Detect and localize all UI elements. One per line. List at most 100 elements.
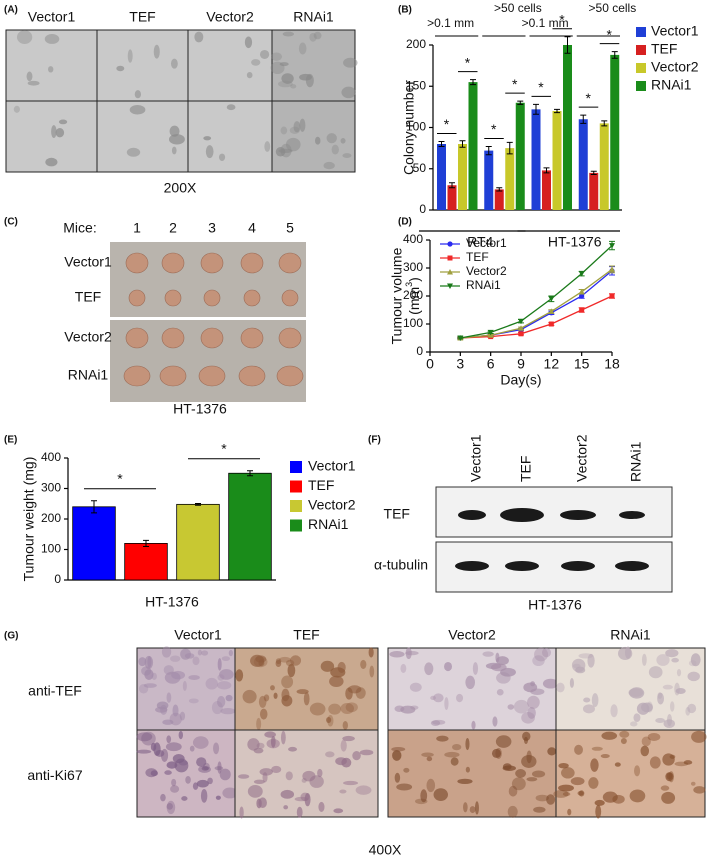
photo-texture — [188, 675, 200, 680]
photo-texture — [533, 806, 546, 813]
photo-texture — [495, 735, 512, 748]
photo — [187, 100, 273, 173]
marker — [487, 329, 494, 336]
photo-texture — [251, 59, 261, 66]
photo-texture — [323, 161, 335, 170]
tumour — [128, 289, 146, 307]
significance-mark: * — [586, 90, 592, 106]
significance-mark: * — [117, 470, 123, 486]
photo-texture — [687, 671, 700, 682]
photo-texture — [333, 808, 344, 814]
photo-texture — [150, 742, 157, 752]
significance-mark: * — [512, 76, 518, 92]
significance-mark: * — [607, 26, 613, 42]
bar — [552, 111, 562, 210]
photo-texture — [188, 698, 199, 704]
photo-texture — [612, 794, 625, 804]
photo-texture — [433, 693, 444, 703]
photo-texture — [553, 789, 569, 798]
photo-texture — [225, 694, 233, 702]
column-label: Vector1 — [174, 627, 222, 643]
photo-texture — [290, 655, 302, 666]
tumour — [198, 365, 226, 387]
photo-texture — [320, 660, 335, 672]
mouse-number: 5 — [286, 220, 294, 236]
photo-texture — [181, 796, 188, 801]
photo-texture — [250, 654, 265, 667]
tumour — [240, 327, 264, 349]
photo-texture — [163, 665, 174, 675]
photo-texture — [165, 742, 182, 752]
photo-texture — [471, 720, 476, 730]
photo-texture — [242, 689, 257, 704]
photo-texture — [614, 762, 621, 767]
photo-texture — [396, 783, 413, 791]
photo-texture — [253, 656, 268, 668]
photo-texture — [205, 145, 214, 159]
photo-texture — [342, 721, 348, 730]
row-label: RNAi1 — [68, 367, 109, 383]
photo-texture — [247, 785, 263, 798]
photo-texture — [430, 720, 441, 726]
row-label: Vector1 — [64, 254, 112, 270]
bar — [468, 82, 478, 210]
photo-texture — [281, 675, 294, 689]
photo-texture — [253, 747, 264, 754]
photo — [555, 729, 706, 818]
photo-texture — [534, 647, 549, 662]
photo-texture — [601, 731, 618, 740]
legend-label: TEF — [308, 477, 334, 493]
photo-texture — [629, 687, 645, 699]
photo-texture — [472, 662, 479, 675]
legend-label: TEF — [466, 250, 489, 264]
legend-swatch — [290, 500, 302, 512]
photo-texture — [492, 716, 498, 727]
photo-texture — [185, 775, 191, 784]
photo-texture — [335, 757, 347, 766]
photo-texture — [666, 714, 672, 727]
photo-texture — [394, 772, 401, 783]
photo-texture — [634, 765, 641, 777]
photo-texture — [649, 756, 661, 769]
row-label: TEF — [384, 506, 410, 522]
error-bar — [543, 167, 550, 174]
photo-texture — [619, 730, 630, 738]
photo-texture — [691, 730, 707, 743]
photo-texture — [491, 748, 502, 758]
photo-texture — [420, 789, 428, 803]
band — [560, 510, 596, 520]
photo-texture — [160, 748, 169, 762]
marker — [447, 241, 453, 247]
photo-texture — [127, 49, 133, 63]
photo-texture — [577, 790, 584, 796]
photo-texture — [591, 693, 599, 708]
photo-texture — [147, 656, 152, 668]
tumour — [161, 252, 185, 274]
photo-texture — [587, 653, 595, 668]
photo-texture — [318, 801, 325, 812]
photo-texture — [192, 736, 209, 749]
photo-texture — [507, 805, 518, 818]
tumour — [238, 365, 266, 387]
photo-texture — [330, 667, 346, 678]
tumour — [278, 252, 302, 274]
error-bar — [601, 120, 608, 127]
photo-texture — [531, 770, 546, 778]
line — [460, 268, 613, 339]
photo-texture — [285, 771, 293, 781]
photo-texture — [271, 52, 283, 61]
significance-mark: * — [444, 116, 450, 132]
photo-texture — [246, 72, 253, 79]
bar — [578, 119, 588, 210]
photo-texture — [219, 768, 231, 781]
y-axis-title: Tumour volume — [389, 247, 405, 344]
photo-texture — [482, 651, 494, 657]
unit-sup: 3 — [404, 282, 414, 287]
photo-texture — [657, 692, 664, 705]
photo-texture — [288, 746, 298, 752]
photo-texture — [271, 765, 282, 773]
photo-texture — [141, 731, 156, 746]
photo-texture — [456, 693, 464, 703]
marker — [447, 255, 453, 261]
